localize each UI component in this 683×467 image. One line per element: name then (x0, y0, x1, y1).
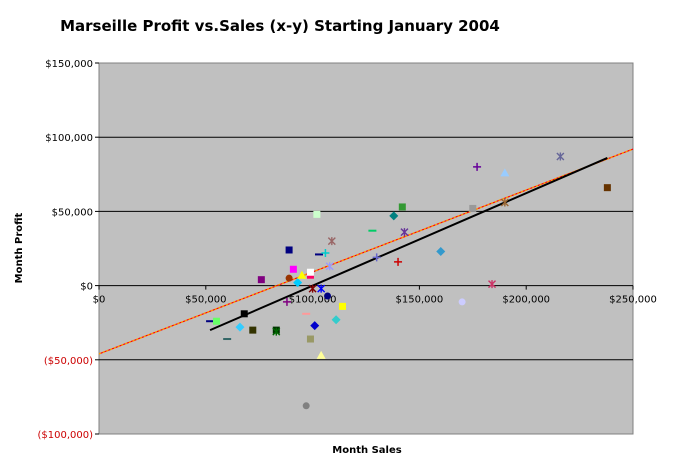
data-point (436, 246, 446, 256)
x-tick-label: $200,000 (502, 295, 550, 306)
data-point (235, 322, 245, 332)
data-point (257, 276, 265, 284)
chart-title: Marseille Profit vs.Sales (x-y) Starting… (60, 17, 500, 35)
data-point (316, 350, 326, 359)
y-axis: ($100,000) ($50,000) $0 $50,000 $100,000 $150… (37, 59, 99, 441)
data-point (389, 211, 399, 221)
x-tick-label: $100,000 (289, 295, 337, 306)
data-point (306, 335, 314, 343)
data-point (306, 268, 314, 276)
data-point (324, 292, 332, 300)
y-tick-label: ($50,000) (44, 356, 93, 367)
y-tick-label: ($100,000) (37, 430, 93, 441)
data-point (297, 270, 307, 279)
data-point (321, 248, 330, 257)
data-point (458, 298, 466, 306)
trendlines (98, 148, 634, 355)
data-point (556, 152, 565, 161)
data-point (308, 284, 317, 293)
y-tick-label: $0 (80, 282, 93, 293)
data-point (331, 315, 341, 325)
trendline-dotted-orange (98, 148, 634, 355)
x-tick-label: $0 (93, 295, 106, 306)
y-axis-title: Month Profit (14, 212, 25, 283)
data-point (249, 326, 257, 334)
data-point (310, 321, 320, 331)
data-points (206, 152, 611, 410)
linear-trendline (209, 157, 608, 332)
y-tick-label: $50,000 (52, 207, 93, 218)
x-axis-title: Month Sales (332, 445, 401, 456)
data-point (285, 246, 293, 254)
data-point (327, 237, 336, 246)
x-tick-label: $150,000 (396, 295, 444, 306)
data-point (603, 184, 611, 192)
data-point (240, 310, 248, 318)
data-point (313, 210, 321, 218)
data-point (372, 253, 381, 262)
x-tick-label: $250,000 (609, 295, 657, 306)
y-tick-label: $150,000 (45, 59, 93, 70)
data-point (289, 265, 297, 273)
gridlines (99, 136, 633, 361)
data-point (500, 168, 510, 177)
data-point (212, 317, 220, 325)
data-point (325, 262, 334, 271)
data-point (285, 274, 293, 282)
data-point (317, 284, 326, 293)
plot-area (98, 62, 634, 435)
data-point (473, 162, 482, 171)
data-point (398, 203, 406, 211)
data-point (293, 278, 303, 288)
data-point (469, 204, 477, 212)
data-point (394, 257, 403, 266)
data-point (488, 280, 497, 289)
y-tick-label: $100,000 (45, 133, 93, 144)
data-point (500, 198, 509, 207)
data-point (339, 302, 347, 310)
data-point (302, 402, 310, 410)
x-tick-label: $50,000 (185, 295, 226, 306)
trendline-dotted-red (98, 148, 634, 355)
data-point (282, 297, 291, 306)
data-point (272, 327, 281, 336)
data-point (400, 228, 409, 237)
